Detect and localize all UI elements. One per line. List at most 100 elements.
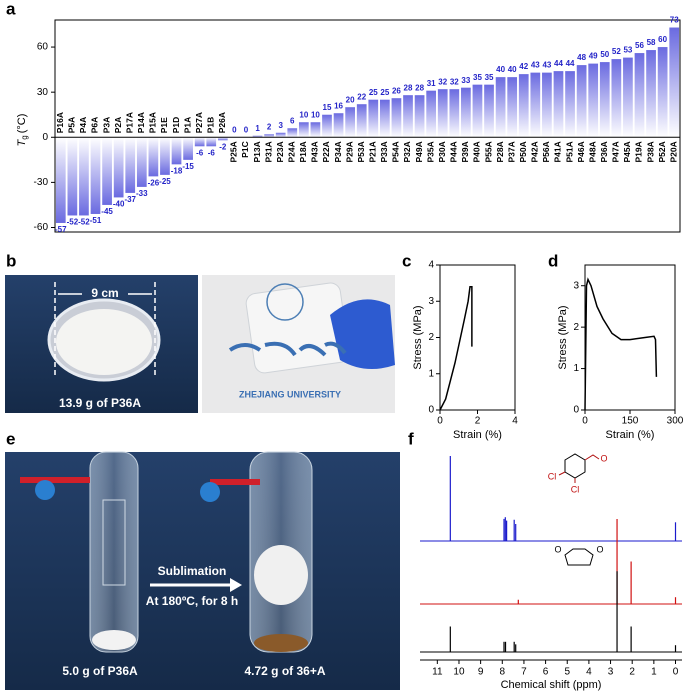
bar (461, 87, 471, 138)
x-tick-label: P1C (240, 141, 250, 158)
bar (148, 137, 159, 177)
bar (194, 137, 205, 147)
data-label: 25 (380, 88, 389, 97)
data-label: 2 (267, 122, 272, 131)
panel-label: d (548, 251, 558, 270)
data-label: -25 (159, 177, 171, 186)
x-tick-label: P16A (55, 112, 65, 133)
panel-label: a (6, 0, 16, 18)
data-label: 40 (496, 65, 505, 74)
bar (55, 137, 66, 223)
data-label: -51 (90, 216, 102, 225)
bar (345, 107, 355, 138)
x-tick-label: P15A (148, 112, 158, 133)
bar (426, 90, 437, 138)
x-tick-label: P24A (287, 141, 297, 162)
x-tick-label: 0 (437, 416, 443, 427)
atom-label: Cl (571, 484, 580, 494)
bar (287, 128, 298, 138)
atom-label: O (596, 544, 603, 554)
data-label: 53 (623, 46, 632, 55)
bar (576, 65, 587, 138)
data-label: -52 (67, 218, 79, 227)
x-tick-label: P48A (587, 141, 597, 162)
data-label: 28 (404, 83, 413, 92)
x-axis-label: Strain (%) (606, 429, 655, 441)
x-tick-label: P47A (611, 141, 621, 162)
bar (530, 72, 541, 138)
x-tick-label: P26A (217, 112, 227, 133)
bar (414, 95, 425, 138)
x-tick-label: P1D (171, 117, 181, 134)
data-label: 10 (311, 110, 320, 119)
data-label: 49 (589, 52, 598, 61)
x-tick-label: P37A (506, 141, 516, 162)
y-axis-label: Stress (MPa) (557, 305, 569, 369)
photo-text: At 180ºC, for 8 h (146, 594, 238, 608)
atom-label: Cl (548, 471, 557, 481)
bar (125, 137, 136, 193)
y-tick-label: 3 (573, 280, 579, 291)
data-label: 52 (612, 47, 621, 56)
data-label: -40 (113, 200, 125, 209)
bar (275, 132, 286, 138)
bar (79, 137, 89, 216)
tube (89, 451, 139, 653)
bar (553, 71, 564, 138)
x-tick-label: P1E (159, 117, 169, 133)
x-tick-label: P53A (356, 141, 366, 162)
x-tick-label: P20A (668, 141, 678, 162)
x-tick-label: P39A (460, 141, 470, 162)
y-tick-label: 3 (428, 296, 434, 307)
x-tick-label: P4A (78, 117, 88, 134)
x-tick-label: P5A (67, 117, 77, 134)
bar (518, 74, 529, 138)
y-tick-label: 60 (37, 42, 49, 53)
x-tick-label: 300 (667, 416, 684, 427)
x-tick-label: 2 (475, 416, 481, 427)
data-label: 56 (635, 41, 644, 50)
x-axis-label: Strain (%) (453, 429, 502, 441)
x-tick-label: P28A (495, 141, 505, 162)
data-label: 16 (334, 101, 343, 110)
data-label: 73 (670, 16, 679, 25)
x-tick-label: 4 (512, 416, 518, 427)
bar (669, 27, 680, 138)
x-tick-label: P22A (321, 141, 331, 162)
plot-frame (439, 264, 516, 411)
x-tick-label: P3A (101, 117, 111, 134)
data-label: -15 (182, 162, 194, 171)
logo (266, 283, 304, 321)
x-tick-label: 3 (608, 667, 614, 678)
bar (102, 137, 112, 205)
data-label: 31 (427, 79, 436, 88)
photo-text: 5.0 g of P36A (62, 664, 138, 678)
ring (564, 548, 594, 566)
plot-frame (54, 19, 681, 233)
x-tick-label: 10 (453, 667, 465, 678)
calligraphy (228, 341, 347, 357)
photo-text: Sublimation (158, 564, 227, 578)
photo-text: 9 cm (91, 286, 118, 300)
data-label: 15 (323, 103, 332, 112)
bar (495, 77, 506, 138)
panel-label: e (6, 429, 15, 448)
data-label: 32 (450, 77, 459, 86)
bar (264, 134, 274, 138)
x-tick-label: P27A (194, 112, 204, 133)
bar (542, 72, 552, 138)
x-tick-label: P42A (530, 141, 540, 162)
x-tick-label: P52A (657, 141, 667, 162)
benzene (564, 453, 586, 479)
data-label: 6 (290, 116, 295, 125)
clamp-knob (35, 480, 55, 500)
x-tick-label: 150 (622, 416, 639, 427)
x-tick-label: P23A (275, 141, 285, 162)
x-tick-label: P1B (206, 117, 216, 134)
y-tick-label: 2 (428, 332, 434, 343)
y-tick-label: 0 (42, 132, 48, 143)
atom-label: O (600, 453, 607, 463)
data-label: -18 (171, 166, 183, 175)
data-label: 44 (566, 59, 575, 68)
